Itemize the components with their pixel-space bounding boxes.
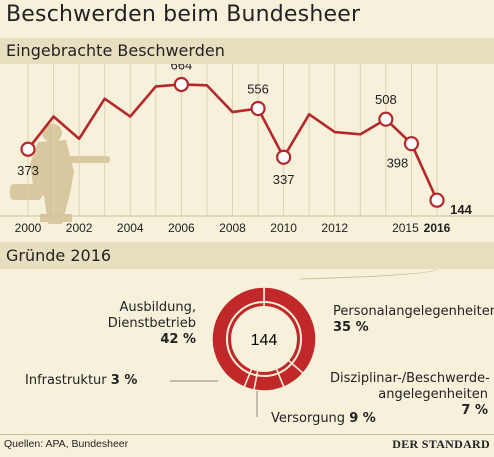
publisher-logo: DER STANDARD — [392, 437, 490, 451]
slice-name-training: Ausbildung, Dienstbetrieb — [107, 300, 196, 331]
data-point-marker — [250, 100, 266, 117]
data-point-marker — [429, 192, 445, 208]
donut-chart: 144 — [170, 269, 437, 417]
section-band-2 — [0, 242, 494, 269]
slice-pct-personnel: 35 % — [333, 320, 369, 335]
connector-line — [299, 269, 437, 280]
data-point-marker — [403, 136, 420, 152]
donut-hole — [231, 306, 297, 372]
x-tick-label: 2012 — [321, 221, 348, 235]
x-tick-label: 2016 — [424, 221, 451, 235]
slice-name-infrastructure: Infrastruktur — [25, 373, 107, 388]
x-tick-label: 2010 — [270, 221, 297, 235]
data-label: 337 — [273, 172, 295, 187]
slice-label-training: Ausbildung, Dienstbetrieb 42 % — [36, 300, 196, 348]
slice-label-personnel: Personalangelegenheiten 35 % — [333, 304, 494, 336]
data-label: 398 — [387, 156, 409, 171]
slice-pct-infrastructure: 3 % — [110, 373, 138, 388]
data-label: 556 — [247, 82, 269, 97]
data-point-marker — [20, 141, 36, 157]
x-tick-label: 2004 — [117, 221, 144, 235]
series-line-complaints — [26, 83, 439, 201]
donut-inner-ring — [226, 301, 302, 377]
data-label: 373 — [17, 163, 39, 178]
leader-lines — [170, 380, 258, 417]
data-point-marker — [173, 76, 189, 93]
section-title-reasons: Gründe 2016 — [6, 246, 112, 265]
chart-title: Beschwerden beim Bundesheer — [6, 2, 361, 27]
line-chart: 373 664 556 337 508 398 144 2000 2002 2004 2006 20… — [0, 64, 494, 235]
slice-pct-training: 42 % — [160, 332, 196, 347]
x-tick-label: 2006 — [168, 221, 195, 235]
data-label: 144 — [450, 202, 472, 217]
footer-divider — [0, 434, 494, 435]
data-label: 508 — [375, 92, 397, 107]
x-tick-label: 2008 — [219, 221, 246, 235]
section-band-1 — [0, 38, 494, 64]
donut-center-label: 144 — [251, 332, 278, 349]
slice-label-supply: Versorgung 9 % — [271, 411, 376, 427]
section-title-complaints: Eingebrachte Beschwerden — [6, 41, 225, 60]
slice-name-supply: Versorgung — [271, 411, 346, 426]
data-label: 664 — [171, 64, 193, 72]
vertical-grid — [0, 64, 494, 217]
source-note: Quellen: APA, Bundesheer — [4, 438, 129, 450]
x-tick-label: 2002 — [66, 221, 93, 235]
slice-pct-disciplinary: 7 % — [461, 403, 488, 418]
data-point-marker — [378, 111, 394, 127]
x-tick-label: 2015 — [392, 221, 419, 235]
slice-label-infrastructure: Infrastruktur 3 % — [25, 373, 137, 389]
slice-name-personnel: Personalangelegenheiten — [333, 304, 494, 319]
slice-label-disciplinary: Disziplinar-/Beschwerde- angelegenheiten… — [330, 371, 490, 418]
x-tick-label: 2000 — [15, 221, 42, 235]
slice-pct-supply: 9 % — [349, 411, 376, 426]
data-point-marker — [276, 149, 292, 165]
soldier-silhouette-icon — [10, 124, 110, 224]
